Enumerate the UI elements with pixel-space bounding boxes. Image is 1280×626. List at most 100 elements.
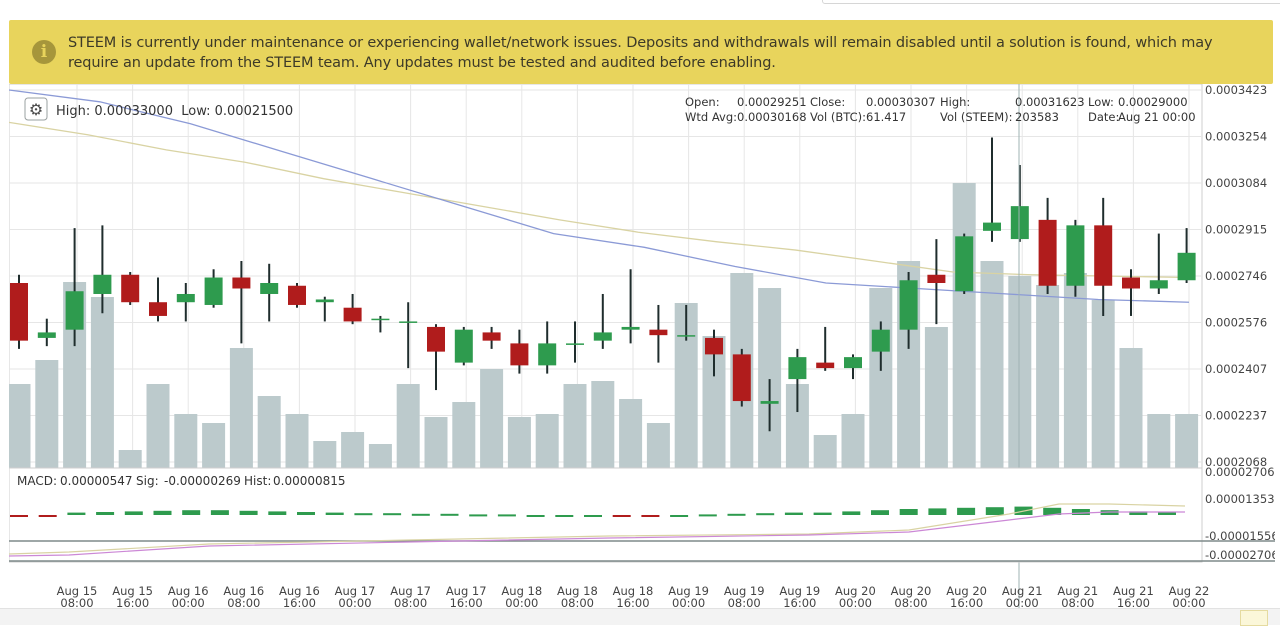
candle-body [454,329,473,363]
candle-body [566,343,584,345]
close-value: 0.00030307 [866,95,936,109]
candle-body [1122,277,1140,289]
volume-bar [924,327,948,468]
macd-bar [584,515,602,517]
macd-bar [383,513,402,516]
time-tick-time: 08:00 [227,596,260,608]
moving-averages [8,89,1190,303]
candle-body [816,362,835,369]
volume-bar [7,384,31,468]
volume-bar [1175,414,1199,468]
volume-bar [1091,300,1115,468]
macd-histogram [8,503,1186,557]
macd-bar [38,515,57,517]
candle-body [149,302,167,316]
time-tick-time: 08:00 [894,596,927,608]
candle-body [65,291,84,330]
candle-body [871,329,890,352]
time-tick-time: 00:00 [672,596,705,608]
time-tick-time: 08:00 [561,596,594,608]
candle-body [1038,219,1057,286]
volume-bar [952,183,976,468]
candle-body [1149,280,1168,289]
candle-body [1094,225,1113,286]
macd-value: 0.00000547 [60,474,133,488]
time-tick-date: Aug 18 [557,584,598,598]
macd-bar [497,514,516,517]
volume-bar [869,288,893,468]
time-tick-time: 16:00 [1117,596,1150,608]
volume-bar [674,303,698,468]
macd-axis: 0.00002706 0.00001353 -0.00001556 -0.000027… [1205,465,1279,562]
time-tick-time: 16:00 [283,596,316,608]
chart-canvas[interactable]: ⚙ High: 0.00033000 Low: 0.00021500 Open:… [7,83,1279,610]
volume-bar [535,414,559,468]
candle-body [538,343,557,366]
volume-bar [285,414,309,468]
candle-body [510,343,529,366]
time-tick-time: 08:00 [394,596,427,608]
time-tick-date: Aug 20 [946,584,987,598]
macd-bar [325,512,344,515]
wavg-label: Wtd Avg: [685,110,737,124]
macd-bar [1071,509,1090,515]
macd-bar [641,515,660,517]
macd-bar [297,512,315,515]
macd-bar [124,511,143,515]
time-tick-time: 00:00 [338,596,371,608]
macd-bar [899,509,918,515]
volume-bar [1063,273,1087,468]
open-value: 0.00029251 [737,95,807,109]
price-tick-label: 0.0002237 [1205,409,1267,423]
price-tick-label: 0.0003254 [1205,130,1267,144]
candle-body [482,332,501,341]
price-chart[interactable]: ⚙ High: 0.00033000 Low: 0.00021500 Open:… [7,83,1279,610]
candle-body [899,280,918,330]
candle-body [427,326,445,352]
time-tick-date: Aug 21 [1057,584,1098,598]
candle-body [593,332,612,341]
price-tick-label: 0.0002915 [1205,223,1267,237]
candle-body [176,293,195,303]
search-box[interactable] [822,0,1280,4]
volume-bar [1119,348,1143,468]
time-tick-date: Aug 15 [112,584,153,598]
time-tick-time: 16:00 [450,596,483,608]
candle-body [260,283,279,294]
macd-bar [928,508,947,515]
maintenance-banner: i STEEM is currently under maintenance o… [9,20,1273,84]
sig-label: Sig: [136,474,159,488]
volume-bar [313,441,337,468]
macd-bar [985,507,1004,515]
hist-label: Hist: [244,474,271,488]
time-tick-time: 16:00 [783,596,816,608]
macd-bar [784,512,803,515]
macd-bar [67,512,86,515]
settings-button[interactable]: ⚙ [24,97,48,121]
macd-bar [526,515,545,517]
time-tick-date: Aug 17 [446,584,487,598]
volume-bar [980,261,1004,468]
time-tick-date: Aug 20 [891,584,932,598]
macd-bar [1158,512,1176,515]
macd-signal-line [8,503,1186,555]
macd-bar [469,514,488,517]
candle-body [649,329,668,336]
volume-bar [758,288,782,468]
time-tick-time: 08:00 [1061,596,1094,608]
price-tick-label: 0.0002576 [1205,316,1267,330]
volsteem-value: 203583 [1015,110,1059,124]
macd-tick-label: 0.00001353 [1205,492,1275,506]
price-tick-label: 0.0002407 [1205,362,1267,376]
time-tick-time: 08:00 [60,596,93,608]
time-tick-time: 00:00 [1006,596,1039,608]
candle-body [732,354,751,402]
price-axis: 0.0003423 0.0003254 0.0003084 0.0002915 0.00… [1205,83,1267,469]
time-tick-date: Aug 17 [390,584,431,598]
macd-bar [813,512,832,515]
candle-body [621,326,640,330]
price-tick-label: 0.0003084 [1205,176,1267,190]
price-tick-label: 0.0003423 [1205,84,1267,97]
time-tick-time: 00:00 [172,596,205,608]
